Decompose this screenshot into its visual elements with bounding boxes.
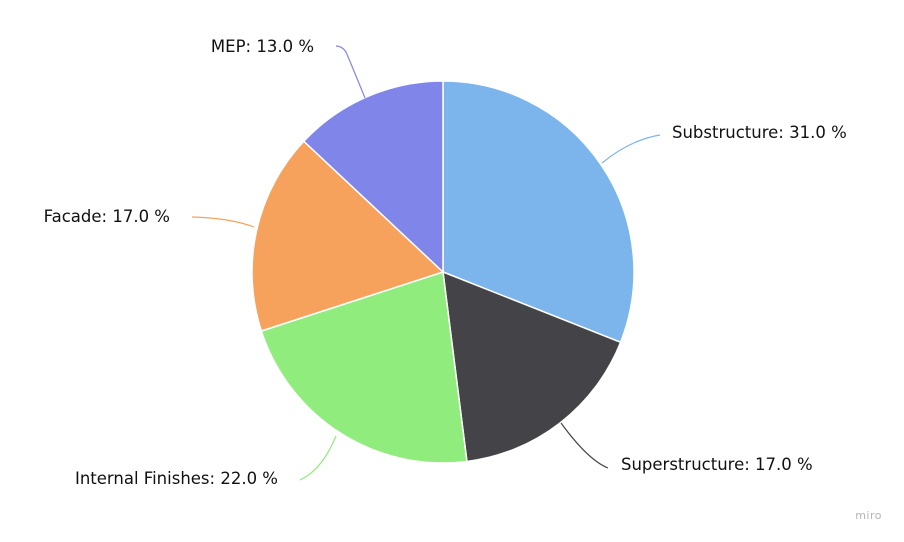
leader-line-mep (335, 45, 366, 99)
slice-facade[interactable] (251, 140, 445, 332)
leader-lines (191, 45, 661, 481)
data-labels: Substructure: 31.0 % Superstructure: 17.0… (44, 37, 847, 488)
leader-line-substructure (601, 134, 661, 164)
slice-mep[interactable] (302, 80, 444, 274)
slice-superstructure[interactable] (442, 270, 622, 463)
slice-internal-finishes[interactable] (260, 271, 468, 464)
pie-slices (251, 80, 635, 464)
data-label-facade: Facade: 17.0 % (44, 207, 170, 226)
miro-watermark: miro (855, 509, 882, 522)
leader-line-superstructure (560, 422, 609, 469)
data-label-superstructure: Superstructure: 17.0 % (621, 455, 813, 474)
slice-substructure[interactable] (442, 80, 635, 344)
data-label-mep: MEP: 13.0 % (211, 37, 314, 56)
leader-line-internal-finishes (299, 435, 337, 481)
data-label-substructure: Substructure: 31.0 % (672, 123, 847, 142)
leader-line-facade (191, 216, 255, 228)
data-label-internal-finishes: Internal Finishes: 22.0 % (75, 469, 278, 488)
